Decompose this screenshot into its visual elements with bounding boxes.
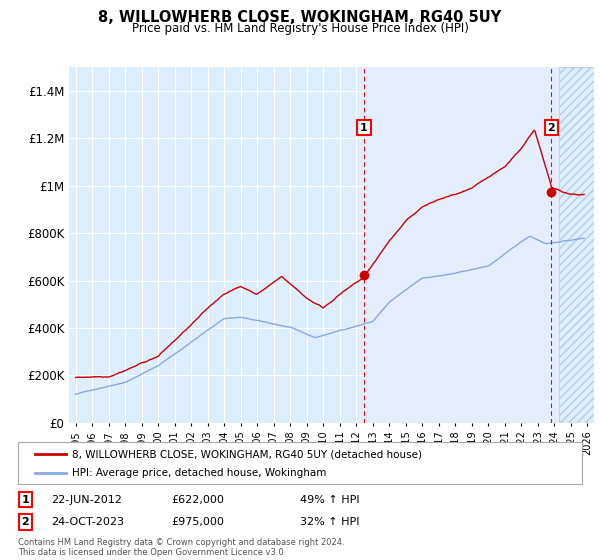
Text: 1: 1 <box>22 494 29 505</box>
Text: 8, WILLOWHERB CLOSE, WOKINGHAM, RG40 5UY (detached house): 8, WILLOWHERB CLOSE, WOKINGHAM, RG40 5UY… <box>71 449 422 459</box>
Text: 8, WILLOWHERB CLOSE, WOKINGHAM, RG40 5UY: 8, WILLOWHERB CLOSE, WOKINGHAM, RG40 5UY <box>98 10 502 25</box>
Text: 2: 2 <box>547 123 555 133</box>
Text: 24-OCT-2023: 24-OCT-2023 <box>51 517 124 527</box>
Text: £975,000: £975,000 <box>171 517 224 527</box>
Text: 22-JUN-2012: 22-JUN-2012 <box>51 494 122 505</box>
Text: HPI: Average price, detached house, Wokingham: HPI: Average price, detached house, Woki… <box>71 468 326 478</box>
Text: 32% ↑ HPI: 32% ↑ HPI <box>300 517 359 527</box>
Text: £622,000: £622,000 <box>171 494 224 505</box>
Bar <box>364 67 559 423</box>
Text: 1: 1 <box>360 123 368 133</box>
Text: 49% ↑ HPI: 49% ↑ HPI <box>300 494 359 505</box>
Text: Contains HM Land Registry data © Crown copyright and database right 2024.
This d: Contains HM Land Registry data © Crown c… <box>18 538 344 557</box>
Text: 2: 2 <box>22 517 29 527</box>
Bar <box>559 67 594 423</box>
Bar <box>559 67 594 423</box>
Text: Price paid vs. HM Land Registry's House Price Index (HPI): Price paid vs. HM Land Registry's House … <box>131 22 469 35</box>
